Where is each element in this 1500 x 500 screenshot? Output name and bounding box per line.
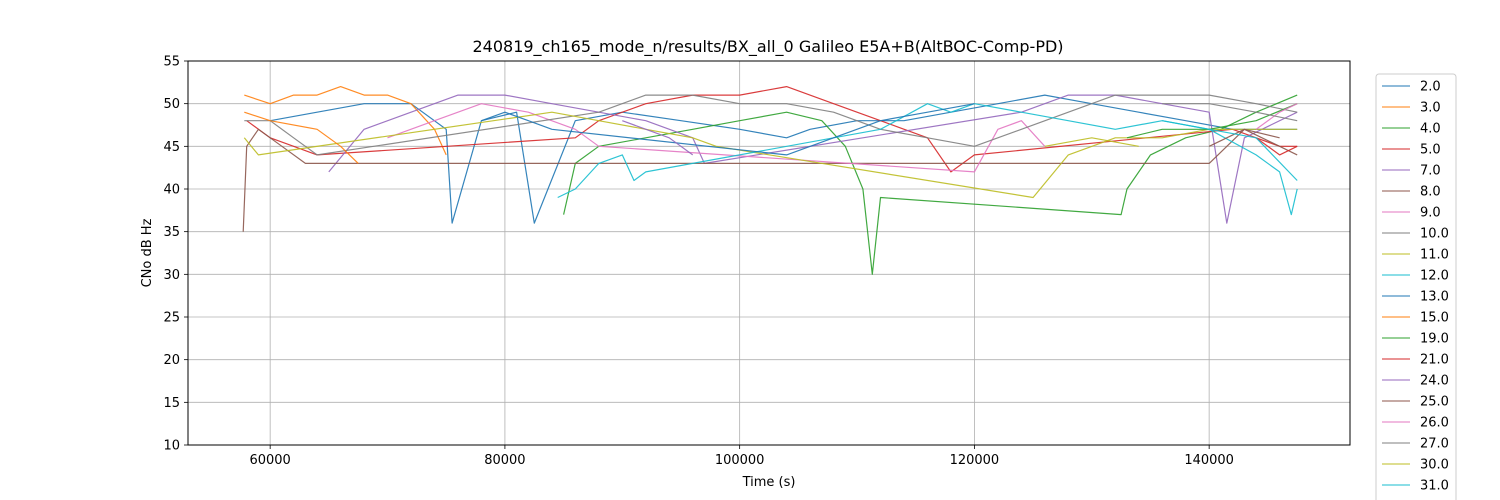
legend-label-13.0: 13.0 [1420, 290, 1449, 305]
legend-label-31.0: 31.0 [1420, 479, 1449, 494]
y-tick-label: 15 [163, 396, 180, 411]
series-line-13.0 [481, 103, 975, 156]
legend-label-2.0: 2.0 [1420, 80, 1441, 95]
series-line-11.0 [243, 111, 1298, 199]
y-tick-label: 30 [163, 268, 180, 283]
legend-label-10.0: 10.0 [1420, 227, 1449, 242]
legend-label-8.0: 8.0 [1420, 185, 1441, 200]
x-axis-label: Time (s) [742, 475, 796, 490]
series-layer [242, 85, 1298, 275]
legend-label-7.0: 7.0 [1420, 164, 1441, 179]
series-line-2.0 [270, 94, 1298, 224]
y-tick-label: 35 [163, 225, 180, 240]
x-tick-label: 120000 [950, 453, 1000, 468]
y-tick-label: 20 [163, 353, 180, 368]
y-tick-label: 50 [163, 97, 180, 112]
y-axis-label: CNo dB Hz [140, 218, 155, 287]
y-tick-label: 25 [163, 311, 180, 326]
legend-label-27.0: 27.0 [1420, 437, 1449, 452]
legend-label-15.0: 15.0 [1420, 311, 1449, 326]
series-line-8.0 [242, 128, 1298, 232]
chart-title: 240819_ch165_mode_n/results/BX_all_0 Gal… [472, 37, 1063, 57]
legend-label-11.0: 11.0 [1420, 248, 1449, 263]
x-tick-label: 80000 [484, 453, 525, 468]
series-line-21.0 [1255, 137, 1298, 156]
series-line-9.0 [387, 103, 1046, 173]
plot-area-frame [187, 60, 1351, 446]
series-line-24.0 [622, 120, 694, 156]
x-axis-ticks: 60000 80000 100000 120000 140000 [249, 445, 1234, 468]
legend-box [1375, 73, 1457, 500]
y-tick-label: 10 [163, 439, 180, 454]
series-line-4.0 [563, 94, 1298, 275]
legend-label-24.0: 24.0 [1420, 374, 1449, 389]
series-line-25.0 [1208, 128, 1280, 147]
legend-label-4.0: 4.0 [1420, 122, 1441, 137]
legend-label-19.0: 19.0 [1420, 332, 1449, 347]
legend-label-26.0: 26.0 [1420, 416, 1449, 431]
x-tick-label: 100000 [715, 453, 765, 468]
series-line-3.0 [244, 85, 447, 156]
legend-label-21.0: 21.0 [1420, 353, 1449, 368]
legend-label-5.0: 5.0 [1420, 143, 1441, 158]
legend-label-30.0: 30.0 [1420, 458, 1449, 473]
series-line-26.0 [1255, 103, 1298, 130]
x-tick-label: 140000 [1184, 453, 1234, 468]
y-axis-ticks: 10 15 20 25 30 35 40 45 50 55 [163, 55, 188, 454]
y-tick-label: 55 [163, 55, 180, 70]
series-line-15.0 [244, 111, 359, 164]
legend-label-12.0: 12.0 [1420, 269, 1449, 284]
series-line-31.0 [1162, 120, 1298, 181]
legend-label-25.0: 25.0 [1420, 395, 1449, 410]
x-tick-label: 60000 [249, 453, 290, 468]
y-tick-label: 45 [163, 140, 180, 155]
series-line-27.0 [1162, 103, 1298, 122]
legend-label-9.0: 9.0 [1420, 206, 1441, 221]
series-line-30.0 [1044, 137, 1139, 147]
series-line-10.0 [244, 94, 1298, 156]
legend: 2.0 3.0 4.0 5.0 7.0 8.0 9.0 10.0 11.0 12.0 13.0 15.… [1375, 73, 1457, 500]
legend-label-3.0: 3.0 [1420, 101, 1441, 116]
y-tick-label: 40 [163, 183, 180, 198]
